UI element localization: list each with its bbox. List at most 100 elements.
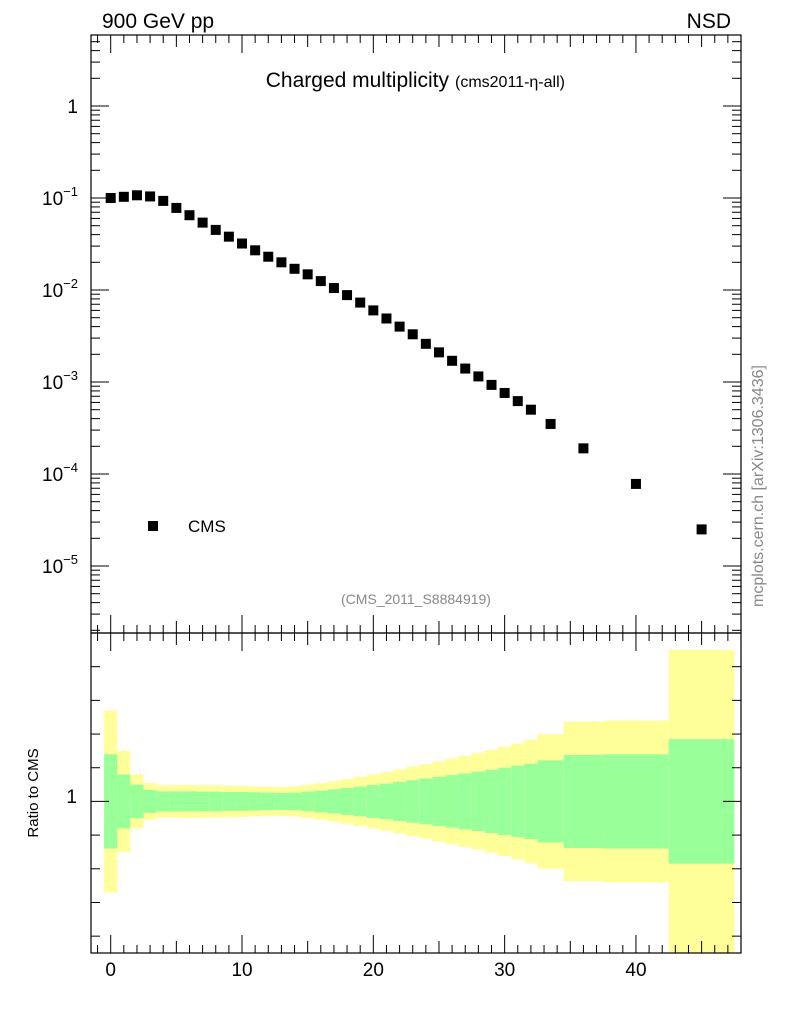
y-tick-label-5: 10−5 <box>42 552 78 578</box>
data-point-29 <box>486 379 497 390</box>
data-point-11 <box>250 245 261 256</box>
data-point-4 <box>158 195 169 206</box>
data-point-30 <box>499 387 510 398</box>
data-point-8 <box>210 224 221 235</box>
inner-band-bin-26 <box>445 775 459 828</box>
data-point-0 <box>105 193 116 203</box>
x-tick-labels: 0 10 20 30 40 <box>105 960 646 981</box>
inner-band-bin-32 <box>524 763 538 840</box>
ratio-plot-frame <box>90 632 742 954</box>
process-label: NSD <box>687 10 731 33</box>
inner-band-bin-8 <box>209 791 223 812</box>
ratio-y-tick-label: 1 <box>66 787 77 808</box>
data-point-27 <box>460 363 471 374</box>
ratio-bands <box>104 649 735 953</box>
data-point-20 <box>368 305 379 316</box>
inner-band-bin-6 <box>182 791 197 812</box>
inner-band-bin-27 <box>458 773 472 830</box>
data-point-12 <box>263 251 274 262</box>
data-point-22 <box>394 321 405 332</box>
inner-band-bin-34 <box>563 754 604 848</box>
plot-subtitle: (cms2011-η-all) <box>455 74 565 91</box>
cms-data-points <box>105 190 707 535</box>
inner-band-bin-20 <box>366 784 380 818</box>
y-tick-label-1: 10−1 <box>42 184 78 210</box>
main-plot: 1 10−1 10−2 10−3 10−4 10−5 Charged multiplici… <box>42 34 742 634</box>
y-tick-label-4: 10−4 <box>42 460 78 486</box>
data-point-35 <box>630 478 641 489</box>
data-point-5 <box>171 202 182 213</box>
data-point-34 <box>578 443 589 454</box>
main-y-tick-labels: 1 10−1 10−2 10−3 10−4 10−5 <box>42 97 78 578</box>
data-point-14 <box>289 263 300 274</box>
x-tick-label-2: 20 <box>363 960 384 981</box>
data-point-26 <box>447 355 458 366</box>
inner-band-bin-2 <box>130 784 144 819</box>
data-point-24 <box>420 338 431 349</box>
inner-band-bin-17 <box>327 789 341 814</box>
data-point-7 <box>197 217 208 228</box>
data-point-6 <box>184 210 195 221</box>
data-point-10 <box>237 238 248 249</box>
analysis-label: (CMS_2011_S8884919) <box>341 591 491 607</box>
inner-band-bin-25 <box>432 776 446 827</box>
data-point-18 <box>342 290 353 301</box>
inner-band-bin-24 <box>419 778 433 825</box>
ratio-plot: 1 Ratio to CMS 0 10 20 30 40 <box>25 632 742 981</box>
x-tick-label-3: 30 <box>494 960 515 981</box>
inner-band-bin-4 <box>156 791 170 812</box>
energy-label: 900 GeV pp <box>102 10 214 33</box>
y-tick-label-3: 10−3 <box>42 368 78 394</box>
inner-band-bin-5 <box>169 791 183 812</box>
data-point-28 <box>473 371 484 382</box>
inner-band-bin-13 <box>274 793 288 810</box>
data-point-33 <box>545 418 556 429</box>
data-point-1 <box>118 191 129 202</box>
data-point-16 <box>315 276 326 287</box>
legend: CMS <box>148 517 226 536</box>
inner-band-bin-19 <box>353 786 367 817</box>
data-point-9 <box>223 231 234 242</box>
data-point-21 <box>381 313 392 324</box>
x-tick-label-0: 0 <box>105 960 116 981</box>
inner-band-bin-33 <box>537 760 564 843</box>
legend-label: CMS <box>188 517 226 536</box>
x-tick-label-1: 10 <box>231 960 252 981</box>
y-tick-label-0: 1 <box>67 97 78 118</box>
inner-band-bin-15 <box>301 791 315 812</box>
inner-band-bin-9 <box>222 791 236 811</box>
inner-band-bin-0 <box>104 754 118 849</box>
data-point-32 <box>525 404 536 415</box>
inner-band-bin-12 <box>261 792 275 811</box>
legend-marker <box>148 521 158 531</box>
inner-band-bin-30 <box>498 767 512 836</box>
ratio-y-axis-label: Ratio to CMS <box>25 748 42 837</box>
inner-band-bin-21 <box>379 783 394 820</box>
main-axis-ticks <box>91 35 741 633</box>
inner-band-bin-28 <box>471 771 485 832</box>
data-point-23 <box>407 329 418 340</box>
data-point-25 <box>433 347 444 358</box>
ratio-axis-ticks <box>91 633 741 953</box>
inner-band-bin-7 <box>196 791 210 812</box>
inner-band-bin-3 <box>143 789 157 813</box>
inner-band-bin-10 <box>235 791 249 811</box>
data-point-2 <box>131 190 142 201</box>
x-tick-label-4: 40 <box>625 960 646 981</box>
inner-band-bin-14 <box>287 792 302 811</box>
plot-title: Charged multiplicity <box>266 69 450 92</box>
data-point-15 <box>302 269 313 280</box>
source-watermark: mcplots.cern.ch [arXiv:1306.3436] <box>750 365 767 607</box>
y-tick-label-2: 10−2 <box>42 276 78 302</box>
inner-band-bin-23 <box>406 780 420 823</box>
inner-band-bin-18 <box>340 787 354 815</box>
data-point-31 <box>512 396 523 407</box>
inner-band-bin-1 <box>117 774 131 829</box>
data-point-36 <box>696 524 707 535</box>
inner-band-bin-35 <box>603 754 669 849</box>
inner-band-bin-22 <box>393 781 407 821</box>
data-point-19 <box>355 297 366 308</box>
data-point-13 <box>276 257 287 268</box>
inner-band-bin-16 <box>314 790 328 813</box>
